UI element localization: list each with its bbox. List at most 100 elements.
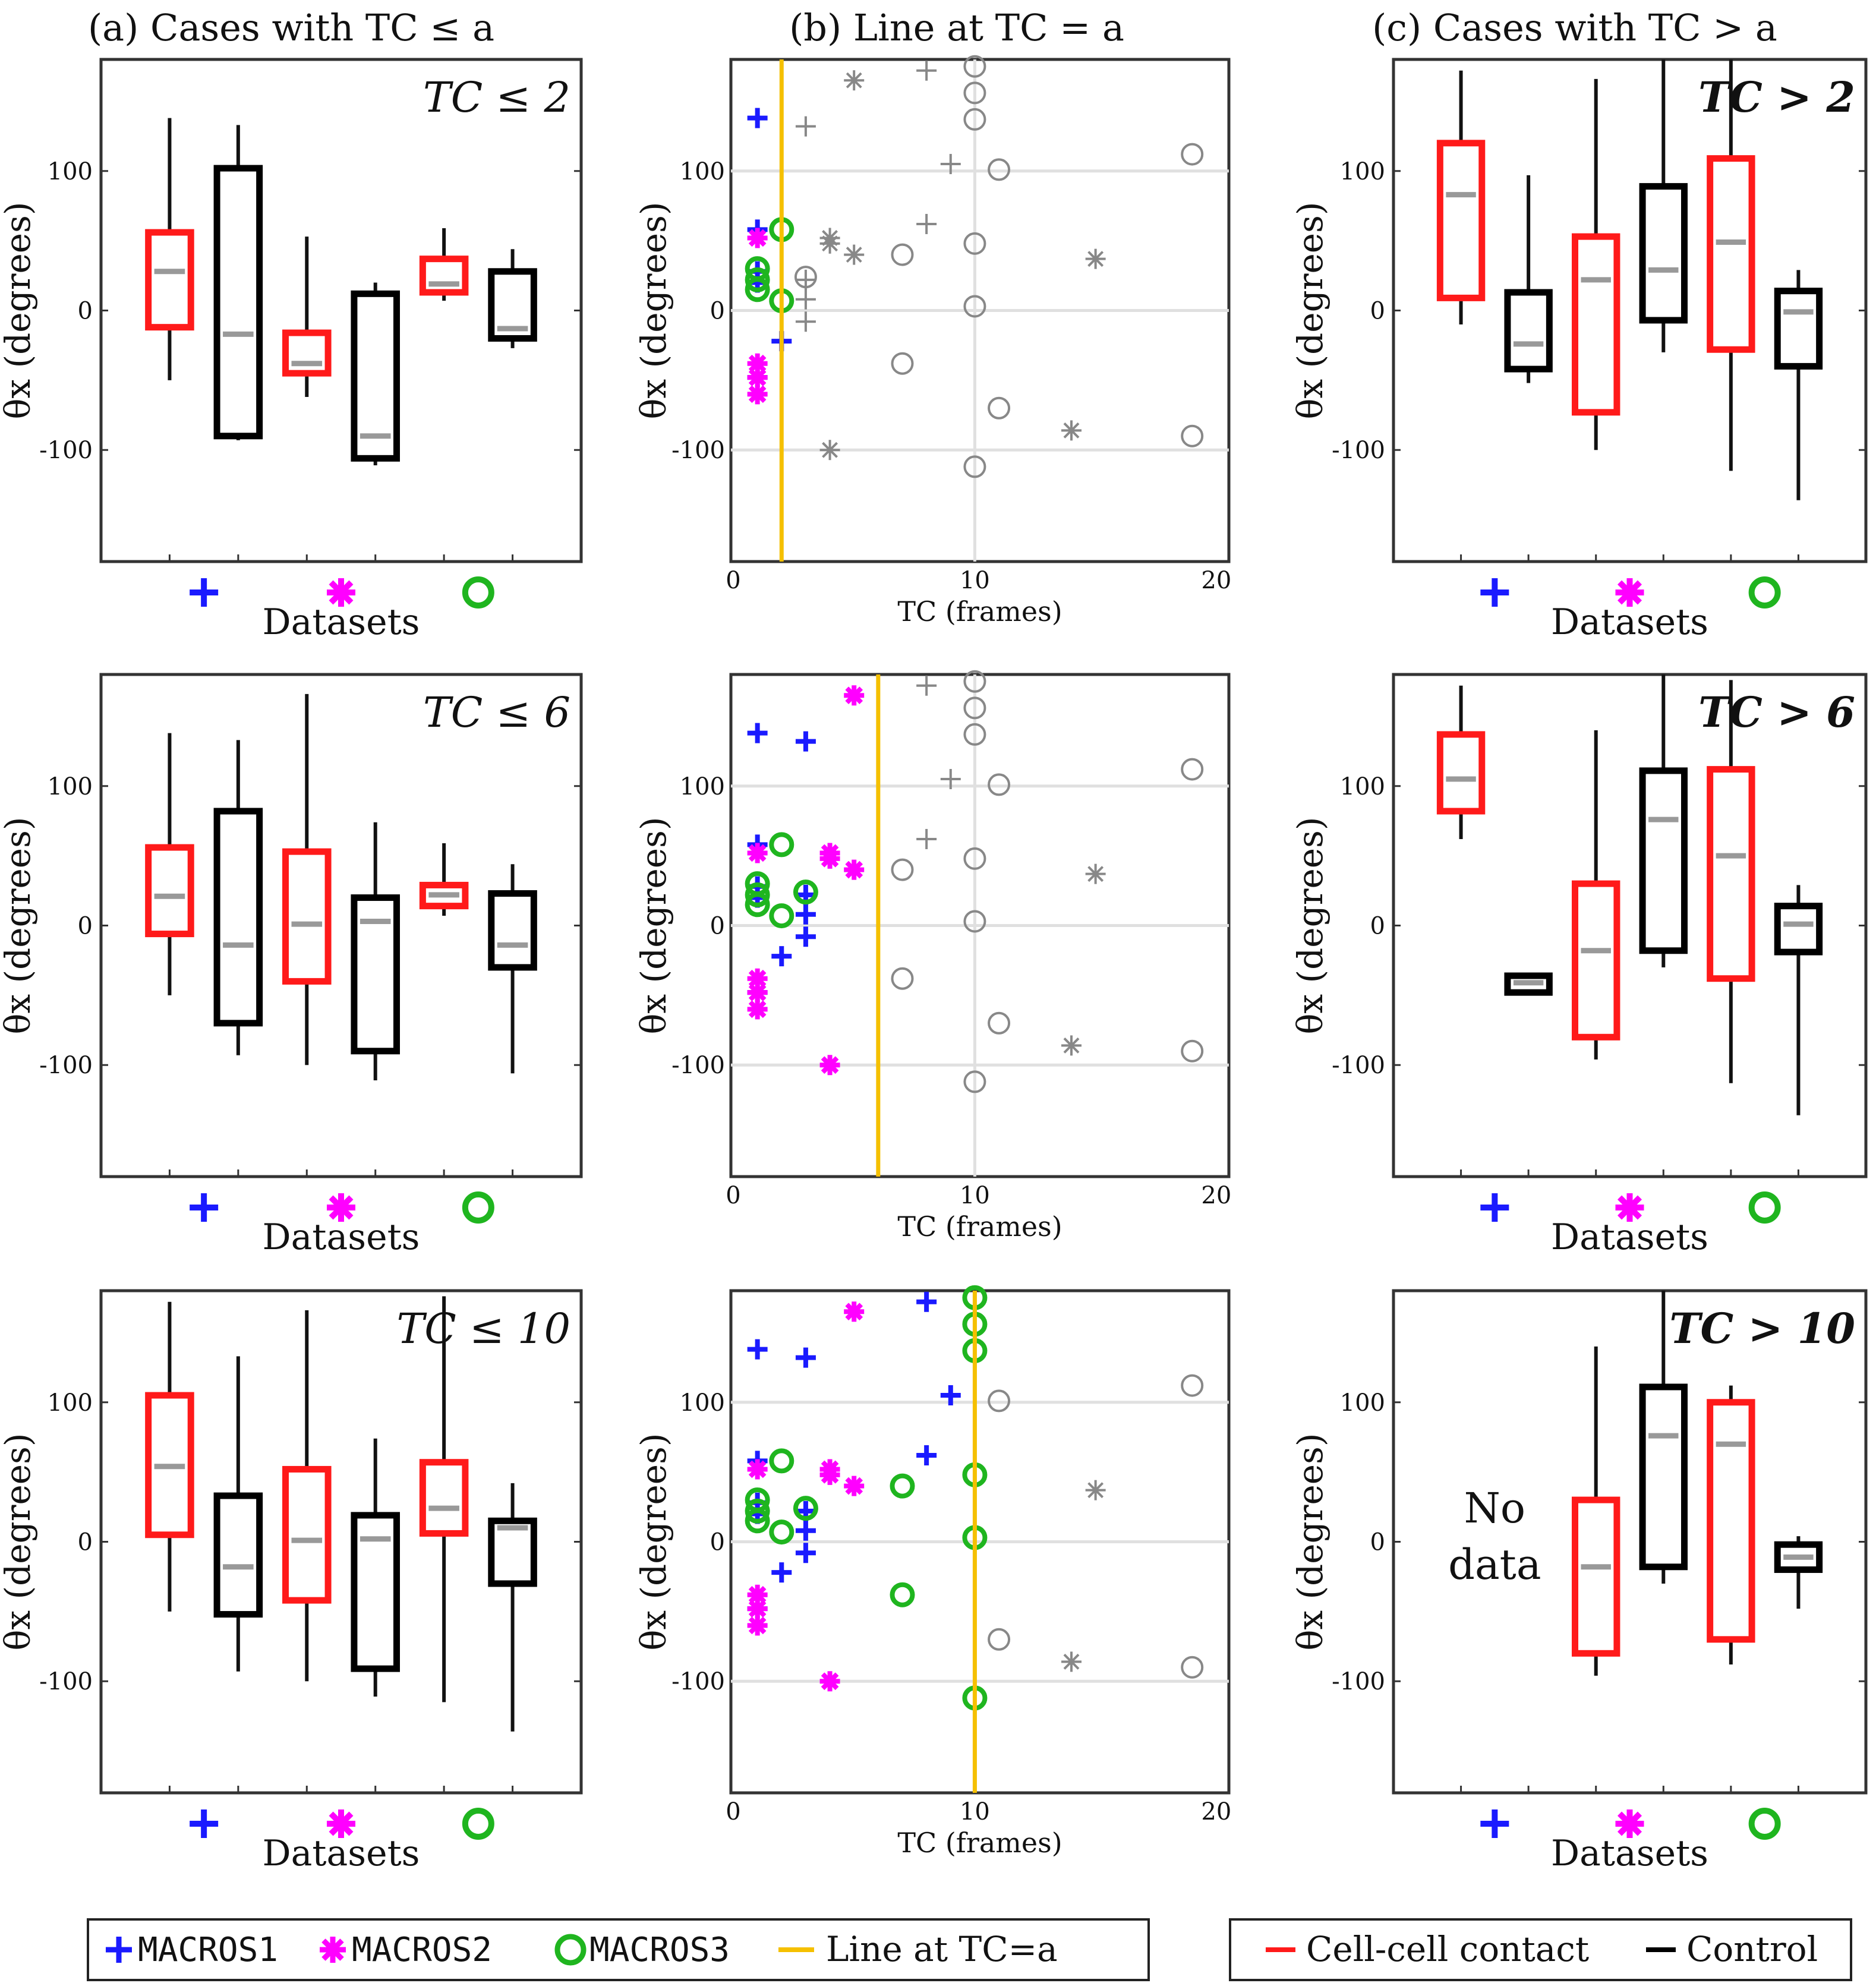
point-MACROS1 — [916, 675, 937, 696]
dataset-marker-MACROS2-ray — [329, 1811, 354, 1836]
point-MACROS3-ring — [745, 277, 770, 302]
point-MACROS2 — [844, 685, 865, 706]
box-contact — [1572, 1346, 1620, 1676]
dataset-marker-MACROS3-ring — [1748, 1808, 1781, 1840]
box-body — [1436, 140, 1486, 301]
y-tick-label: 100 — [48, 158, 93, 185]
point-MACROS2-ray — [748, 1600, 767, 1618]
y-tick-label: -100 — [671, 1668, 725, 1695]
y-tick-label: 0 — [78, 1529, 93, 1556]
point-MACROS3 — [988, 1011, 1011, 1035]
legend-item-MACROS2: MACROS2 — [320, 1931, 492, 1969]
y-tick-label: 0 — [1370, 1529, 1385, 1556]
point-MACROS3-ring — [988, 1389, 1011, 1413]
x-axis-label: Datasets — [263, 1216, 420, 1258]
dataset-marker-MACROS3 — [1748, 1808, 1781, 1840]
point-MACROS2-ray — [748, 969, 767, 988]
point-MACROS3 — [769, 1519, 794, 1545]
panel-annotation: TC > 10 — [1669, 1304, 1855, 1353]
point-MACROS3-ring — [988, 158, 1011, 181]
dataset-marker-MACROS1 — [190, 1193, 219, 1222]
box-contact — [1707, 1385, 1755, 1665]
dataset-marker-MACROS3-ring — [462, 576, 494, 609]
dataset-marker-MACROS2 — [1615, 578, 1644, 607]
no-data-label: data — [1448, 1540, 1541, 1589]
point-MACROS2-ray — [748, 1616, 767, 1635]
point-MACROS3-ring — [891, 352, 914, 375]
point-MACROS3 — [794, 266, 817, 289]
y-tick-label: 0 — [78, 913, 93, 940]
point-MACROS2 — [747, 1615, 768, 1636]
x-tick-label: 0 — [726, 1798, 740, 1826]
point-MACROS3-ring — [891, 858, 914, 881]
box-control — [1639, 1291, 1688, 1584]
point-MACROS2-ray — [1063, 422, 1080, 439]
point-MACROS3 — [745, 1498, 770, 1524]
point-MACROS3 — [769, 1448, 794, 1474]
point-MACROS3-ring — [793, 879, 818, 905]
point-MACROS2 — [819, 440, 840, 461]
point-MACROS2-ray — [748, 385, 767, 403]
point-MACROS2-ray — [845, 1303, 863, 1321]
point-MACROS2 — [747, 384, 768, 405]
dataset-marker-MACROS2-ray — [1617, 1811, 1642, 1836]
panel-annotation: TC ≤ 6 — [423, 688, 570, 737]
y-tick-label: 0 — [1370, 913, 1385, 940]
y-axis-label: θx (degrees) — [1290, 1433, 1330, 1650]
point-MACROS3-ring — [963, 1070, 986, 1093]
point-MACROS3-ring — [963, 232, 986, 255]
box-body — [145, 229, 194, 331]
dataset-marker-MACROS3-ring — [462, 1191, 494, 1224]
box-contact — [1572, 730, 1620, 1060]
box-body — [213, 808, 263, 1027]
point-MACROS2 — [747, 1459, 768, 1480]
dataset-marker-MACROS3 — [1748, 576, 1781, 609]
point-MACROS3-ring — [745, 1498, 770, 1524]
point-MACROS3-ring — [963, 81, 986, 105]
point-MACROS3-ring — [1181, 758, 1204, 781]
legend-item-MACROS3: MACROS3 — [554, 1931, 730, 1969]
point-MACROS2-ray — [1063, 1653, 1080, 1670]
point-MACROS2 — [747, 1584, 768, 1605]
dataset-marker-MACROS2 — [1615, 1193, 1644, 1222]
y-tick-label: 0 — [710, 913, 725, 940]
point-MACROS3 — [890, 1473, 915, 1499]
dataset-marker-MACROS2 — [327, 1809, 355, 1838]
dataset-marker-MACROS1 — [1480, 1193, 1509, 1222]
dataset-marker-MACROS1 — [190, 578, 219, 607]
point-MACROS3-ring — [988, 773, 1011, 796]
point-MACROS2 — [747, 843, 768, 863]
box-control — [351, 1438, 400, 1697]
panel-annotation: TC > 6 — [1698, 688, 1855, 737]
point-MACROS2-ray — [748, 354, 767, 373]
point-MACROS2-ray — [748, 1460, 767, 1478]
point-MACROS3 — [745, 267, 770, 292]
point-MACROS1 — [795, 311, 816, 332]
point-MACROS1 — [795, 1347, 816, 1368]
x-tick-label: 0 — [726, 1182, 740, 1209]
box-contact — [282, 1310, 332, 1682]
point-MACROS3 — [745, 1508, 770, 1534]
box-contact — [282, 237, 332, 398]
box-contact — [145, 1301, 194, 1612]
dataset-marker-MACROS2-ray — [1617, 580, 1642, 605]
point-MACROS2 — [844, 1476, 865, 1496]
x-axis-label: Datasets — [1551, 601, 1708, 643]
box-body — [1774, 288, 1823, 370]
panel-annotation: TC > 2 — [1698, 72, 1855, 122]
point-MACROS1 — [940, 154, 961, 175]
x-axis-label: TC (frames) — [897, 1210, 1062, 1243]
point-MACROS3-ring — [890, 1582, 915, 1607]
x-axis-label: Datasets — [1551, 1216, 1708, 1258]
point-MACROS3-ring — [891, 243, 914, 266]
point-MACROS3-ring — [988, 1011, 1011, 1035]
point-MACROS2 — [844, 859, 865, 880]
dataset-marker-MACROS2-ray — [1617, 1195, 1642, 1220]
point-MACROS3 — [963, 55, 986, 78]
point-MACROS3-ring — [1181, 143, 1204, 166]
box-body — [282, 329, 332, 377]
point-MACROS3-ring — [794, 266, 817, 289]
x-axis-label: Datasets — [1551, 1833, 1708, 1874]
y-axis-label: θx (degrees) — [633, 816, 674, 1034]
